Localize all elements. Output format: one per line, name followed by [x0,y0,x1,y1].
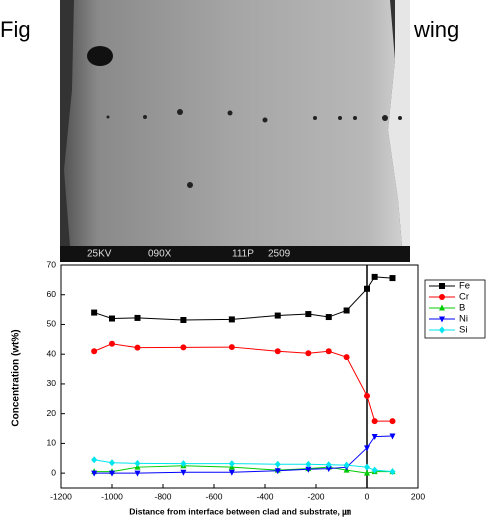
x-tick-label: -200 [307,491,324,501]
data-point [344,307,350,313]
data-point [229,344,235,350]
data-point [390,275,396,281]
y-tick-label: 50 [47,319,57,329]
data-point [372,274,378,280]
data-point [229,460,235,467]
legend-marker [439,294,445,300]
title-fragment: Fig [0,17,31,42]
plot-frame [61,265,418,488]
data-point [275,313,281,319]
series-line [94,277,392,320]
x-tick-label: -600 [205,491,222,501]
legend-label: B [459,303,465,314]
legend-label: Fe [459,281,470,292]
image-label: 2509 [268,249,291,260]
data-point [135,460,141,467]
y-tick-label: 70 [47,259,57,269]
x-tick-label: -1200 [50,491,72,501]
data-point [275,461,281,468]
data-point [135,315,141,321]
x-axis-title: Distance from interface between clad and… [129,506,351,517]
data-point [326,314,332,320]
data-point [364,286,370,292]
data-point [91,348,97,354]
data-point [364,464,370,471]
y-tick-label: 30 [47,378,57,388]
y-tick-label: 20 [47,408,57,418]
title-fragment: wing [413,17,459,42]
data-point [390,418,396,424]
y-tick-label: 40 [47,348,57,358]
data-point [305,311,311,317]
y-tick-label: 0 [51,467,56,477]
legend-label: Ni [459,314,468,325]
data-point [109,341,115,347]
data-point [91,310,97,316]
data-point [109,459,115,466]
legend-box [425,280,485,338]
x-tick-label: 200 [411,491,425,501]
data-point [135,345,141,351]
image-label: 090X [148,249,172,260]
data-point [109,316,115,322]
data-point [344,354,350,360]
x-tick-label: -1000 [101,491,123,501]
data-point [91,456,97,463]
image-label: 111P [232,249,254,260]
data-point [229,316,235,322]
x-tick-label: -400 [256,491,273,501]
image-label: 25KV [87,249,112,260]
data-point [180,344,186,350]
y-axis-title: Concentration (wt%) [11,329,22,426]
data-point [364,393,370,399]
y-tick-label: 10 [47,438,57,448]
sem-image: 25KV 090X 111P 2509 [60,0,410,262]
legend-marker [439,283,445,289]
data-point [180,317,186,323]
data-point [229,470,235,476]
y-tick-label: 60 [47,289,57,299]
data-point [372,418,378,424]
x-tick-label: -800 [154,491,171,501]
x-tick-label: 0 [365,491,370,501]
data-point [305,461,311,468]
figure: Fig wing 25KV 090X 111P 2509 Concentrati… [0,0,488,519]
data-point [305,350,311,356]
legend-label: Cr [459,292,469,303]
data-point [326,348,332,354]
legend-label: Si [459,325,467,336]
data-point [275,348,281,354]
